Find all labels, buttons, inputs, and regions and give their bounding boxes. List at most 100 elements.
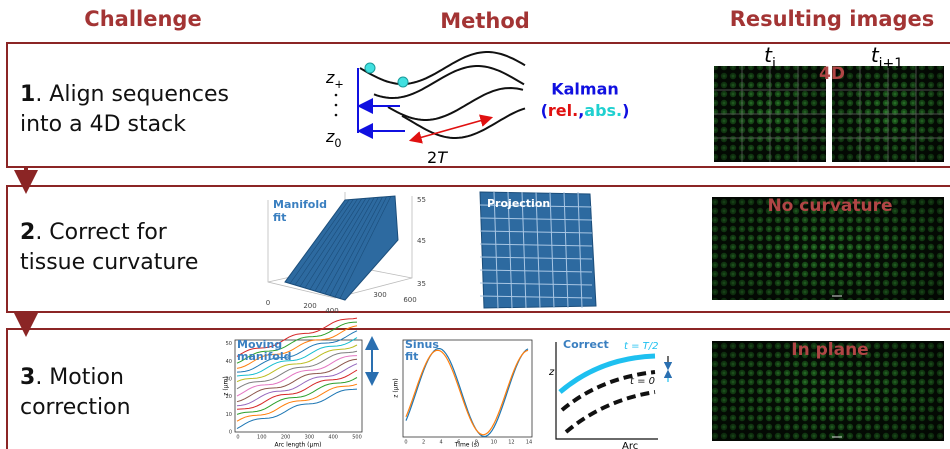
frame-label: ti+1	[871, 43, 903, 73]
image-vignette	[712, 341, 944, 441]
curve-low	[564, 390, 656, 434]
axis-label: Time (s)	[454, 442, 479, 449]
frame-label: ti	[764, 43, 776, 73]
projection-line	[549, 191, 555, 309]
z-label: z0	[325, 127, 342, 150]
plot-title: Projection	[487, 197, 550, 210]
manifold-line	[236, 358, 358, 403]
diagram-axes	[555, 342, 658, 440]
manifold-line	[236, 330, 358, 373]
plot-title: manifold	[237, 350, 291, 363]
projection-line	[479, 282, 593, 286]
kalman-modes-part: abs.	[584, 101, 622, 120]
tick-label: 30	[226, 377, 232, 383]
manifold-mesh	[334, 196, 387, 298]
tick-label: 600	[403, 296, 416, 304]
tick-label: 35	[417, 280, 426, 288]
tick-label: 200	[303, 302, 316, 310]
projection-line	[479, 256, 593, 260]
projection-line	[521, 191, 527, 309]
manifold-mesh	[329, 196, 383, 296]
kalman-modes-part: (	[541, 101, 548, 120]
z-label-part: z	[325, 127, 335, 146]
projection-line	[479, 269, 593, 273]
manifold-mesh	[309, 198, 367, 290]
anchor-point	[364, 62, 376, 74]
row-label-part: . Correct for	[35, 220, 167, 245]
ellipsis-dot	[334, 103, 338, 107]
tick-label: 12	[508, 440, 514, 446]
tick-label: 400	[328, 435, 338, 441]
row-label-part: . Motion	[35, 365, 124, 390]
manifold-mesh	[299, 198, 358, 287]
row-label-part: . Align sequences	[35, 82, 229, 107]
tick-label: 0	[266, 299, 270, 307]
projection-line	[479, 217, 593, 221]
curve-label: t = 0	[630, 376, 655, 387]
tick-label: 55	[417, 196, 426, 204]
tick-label: 500	[352, 435, 362, 441]
manifold-line	[236, 355, 358, 397]
kalman-modes-part: rel.	[548, 101, 578, 120]
tick-label: 400	[325, 307, 338, 315]
row-frame	[6, 328, 950, 449]
plot-title: Moving	[237, 338, 282, 351]
tick-label: 300	[305, 435, 315, 441]
projection-line	[479, 230, 593, 234]
axis-label: z (μm)	[393, 378, 400, 397]
kalman-modes: (rel.,abs.)	[541, 101, 630, 120]
plot-title: Sinus	[405, 338, 439, 351]
row-label: correction	[20, 395, 131, 420]
tick-label: 45	[417, 237, 426, 245]
tick-label: 0	[404, 440, 407, 446]
row-label-part: 1	[20, 82, 35, 107]
wave	[373, 65, 525, 100]
image-overlay: 4D	[819, 64, 845, 84]
tick-label: 200	[281, 435, 291, 441]
period-arrow	[408, 114, 494, 144]
manifold-line	[236, 344, 358, 383]
projection-line	[577, 191, 583, 309]
plot-frame	[234, 339, 363, 433]
wave	[387, 86, 524, 121]
manifold-mesh	[314, 197, 371, 292]
anchor-point	[397, 76, 409, 88]
row-label-part: 3	[20, 365, 35, 390]
tick-label: 20	[226, 394, 232, 400]
tick-label: 4	[440, 440, 443, 446]
manifold-line	[236, 350, 358, 390]
row-frame	[6, 185, 950, 313]
frame-label-part: t	[871, 43, 880, 67]
manifold-mesh	[339, 196, 392, 299]
manifold-line	[236, 377, 358, 415]
axis-label: z (μm)	[223, 376, 230, 395]
manifold-line	[236, 317, 358, 357]
projection-line	[479, 204, 593, 208]
period-label: 2T	[427, 148, 448, 167]
manifold-mesh	[319, 197, 375, 293]
frame-label-part: i	[772, 56, 776, 72]
manifold-line	[236, 321, 358, 364]
header-method: Method	[440, 9, 530, 33]
frame-label-part: i+1	[879, 56, 904, 72]
manifold-mesh	[324, 197, 379, 295]
tick-label: 40	[226, 359, 232, 365]
projection-line	[479, 295, 593, 299]
ellipsis-dot	[334, 113, 338, 117]
image-overlay: In plane	[791, 340, 868, 360]
plot-title: fit	[405, 350, 418, 363]
manifold-line	[236, 369, 358, 410]
manifold-line	[236, 388, 358, 430]
kalman-modes-part: )	[622, 101, 629, 120]
tick-label: 14	[526, 440, 532, 446]
row-frame	[6, 42, 950, 168]
tick-label: 300	[373, 291, 386, 299]
plot-title: fit	[273, 211, 286, 224]
z-label: z+	[325, 68, 344, 91]
image-vignette	[712, 197, 944, 300]
row-frames	[6, 42, 950, 449]
projection-line	[479, 243, 593, 247]
row-label-part: 2	[20, 220, 35, 245]
manifold-line	[236, 383, 358, 422]
kalman-title: Kalman	[551, 80, 619, 99]
